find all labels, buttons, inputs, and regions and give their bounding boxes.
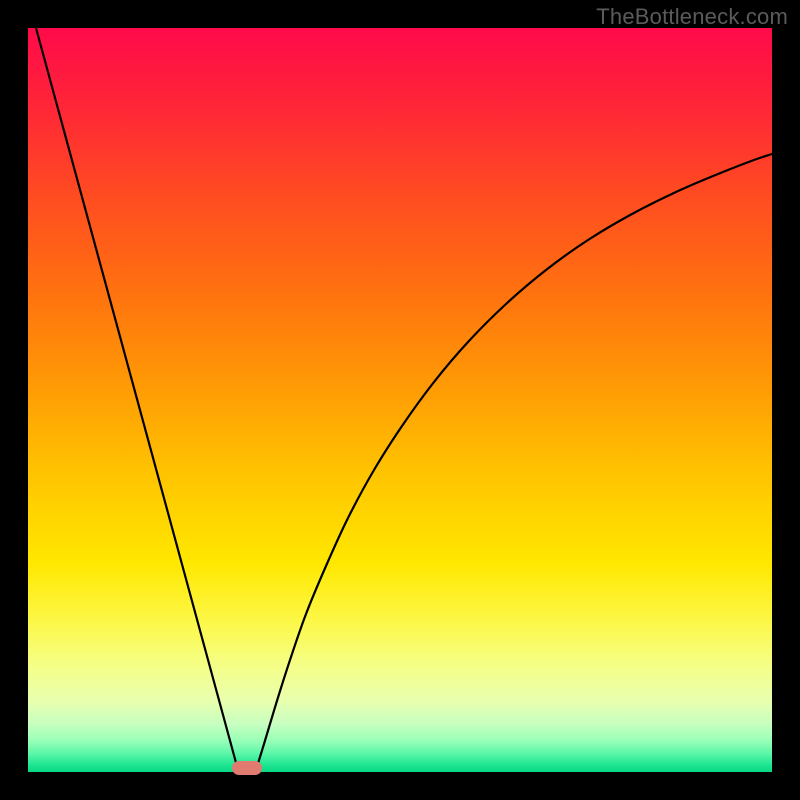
curve-left-line [36,28,238,770]
bottleneck-curve [0,0,800,800]
curve-group [36,28,772,770]
optimum-marker [232,761,262,775]
curve-right-arc [256,154,772,770]
chart-frame: TheBottleneck.com [0,0,800,800]
